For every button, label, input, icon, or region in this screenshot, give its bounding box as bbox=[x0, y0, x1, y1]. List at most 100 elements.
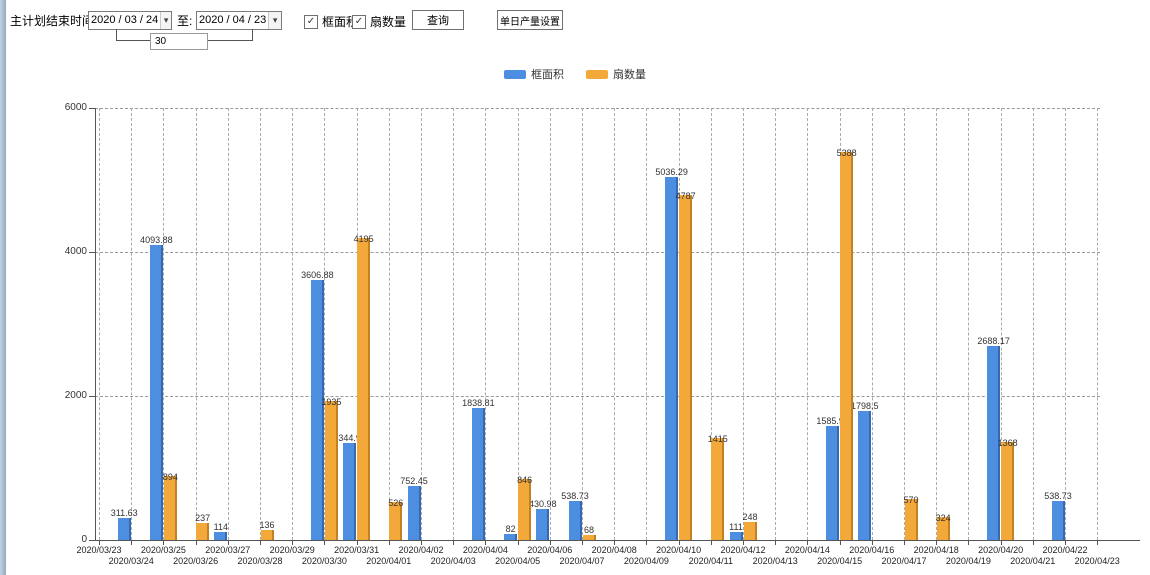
x-axis-tick bbox=[99, 540, 100, 545]
x-axis-tick bbox=[614, 540, 616, 545]
x-tick-label: 2020/04/17 bbox=[881, 556, 927, 566]
x-gridline bbox=[775, 108, 777, 540]
x-axis-tick bbox=[1097, 540, 1099, 545]
y-tick-label: 0 bbox=[81, 534, 87, 545]
x-axis-tick bbox=[936, 540, 938, 545]
bar-value-label: 1415 bbox=[707, 434, 728, 445]
x-axis-tick bbox=[678, 540, 680, 545]
bar-value-label: 538.73 bbox=[561, 491, 589, 502]
x-gridline bbox=[968, 108, 970, 540]
x-tick-label: 2020/04/01 bbox=[366, 556, 412, 566]
x-tick-label: 2020/04/19 bbox=[945, 556, 991, 566]
daily-output-settings-button[interactable]: 单日产量设置 bbox=[497, 10, 563, 30]
x-axis-tick bbox=[421, 540, 422, 545]
y-tick-label: 2000 bbox=[64, 390, 87, 401]
y-axis-tick bbox=[89, 252, 95, 253]
x-tick-label: 2020/03/23 bbox=[76, 545, 122, 555]
bar-fan-count bbox=[1001, 441, 1015, 540]
x-axis-tick bbox=[968, 540, 970, 545]
y-axis-tick bbox=[89, 540, 95, 541]
x-axis-tick bbox=[775, 540, 777, 545]
legend-label: 框面积 bbox=[531, 69, 564, 81]
query-button[interactable]: 查询 bbox=[412, 10, 464, 30]
frame-area-checkbox[interactable]: ✓ 框面积 bbox=[304, 13, 358, 30]
y-gridline bbox=[95, 396, 1100, 397]
chevron-down-icon[interactable]: ▾ bbox=[160, 12, 171, 29]
fan-count-swatch-icon bbox=[586, 69, 608, 79]
x-axis-tick bbox=[388, 540, 390, 545]
bar-value-label: 68 bbox=[583, 525, 595, 536]
date-from-picker[interactable]: 2020 / 03 / 24 ▾ bbox=[88, 11, 172, 30]
x-tick-label: 2020/03/24 bbox=[108, 556, 154, 566]
y-gridline bbox=[95, 252, 1100, 253]
bar-value-label: 324 bbox=[935, 512, 951, 523]
bar-fan-count bbox=[389, 502, 403, 540]
x-tick-label: 2020/04/05 bbox=[495, 556, 541, 566]
bar-value-label: 430.98 bbox=[529, 498, 557, 509]
x-gridline bbox=[1065, 108, 1066, 540]
bar-frame-area bbox=[858, 410, 872, 540]
bar-value-label: 1344.95 bbox=[333, 433, 366, 444]
bar-value-label: 3606.88 bbox=[301, 270, 334, 281]
x-gridline bbox=[324, 108, 326, 540]
bar-value-label: 1585.96 bbox=[816, 415, 849, 426]
bar-value-label: 4195 bbox=[353, 233, 374, 244]
x-tick-label: 2020/03/25 bbox=[140, 545, 186, 555]
x-gridline bbox=[195, 108, 197, 540]
checkbox-check-icon[interactable]: ✓ bbox=[352, 14, 366, 29]
bar-frame-area bbox=[1051, 501, 1065, 540]
x-gridline bbox=[1000, 108, 1002, 540]
x-tick-label: 2020/04/23 bbox=[1074, 556, 1120, 566]
x-tick-label: 2020/04/21 bbox=[1010, 556, 1056, 566]
connector-line bbox=[202, 40, 253, 41]
x-axis-tick bbox=[710, 540, 712, 545]
bar-fan-count bbox=[840, 152, 854, 540]
bar-value-label: 4787 bbox=[675, 191, 696, 202]
bar-frame-area bbox=[343, 443, 357, 540]
x-axis-tick bbox=[195, 540, 197, 545]
bar-frame-area bbox=[826, 425, 840, 540]
bar-value-label: 846 bbox=[517, 475, 533, 486]
x-tick-label: 2020/03/30 bbox=[301, 556, 347, 566]
x-tick-label: 2020/04/12 bbox=[720, 545, 766, 555]
y-axis-tick bbox=[89, 108, 95, 109]
bar-frame-area bbox=[665, 177, 679, 540]
bar-fan-count bbox=[163, 475, 177, 540]
checkbox-check-icon[interactable]: ✓ bbox=[304, 14, 318, 29]
fan-count-checkbox[interactable]: ✓ 扇数量 bbox=[352, 13, 406, 30]
x-tick-label: 2020/04/18 bbox=[913, 545, 959, 555]
x-gridline bbox=[260, 108, 261, 540]
x-gridline bbox=[582, 108, 583, 540]
bar-value-label: 526 bbox=[388, 498, 404, 509]
x-tick-label: 2020/04/02 bbox=[398, 545, 444, 555]
x-axis-tick bbox=[807, 540, 809, 545]
x-gridline bbox=[614, 108, 616, 540]
bar-fan-count bbox=[936, 516, 950, 540]
x-axis-tick bbox=[453, 540, 455, 545]
bar-frame-area bbox=[568, 501, 582, 540]
x-gridline bbox=[549, 108, 551, 540]
y-axis-tick bbox=[89, 396, 95, 397]
x-axis-tick bbox=[904, 540, 905, 545]
bar-frame-area bbox=[504, 534, 518, 540]
bar-fan-count bbox=[518, 479, 532, 540]
x-tick-label: 2020/04/03 bbox=[430, 556, 476, 566]
y-tick-label: 6000 bbox=[64, 102, 87, 113]
interval-days-input[interactable]: 30 bbox=[150, 33, 208, 50]
x-tick-label: 2020/04/15 bbox=[817, 556, 863, 566]
chevron-down-icon[interactable]: ▾ bbox=[268, 12, 281, 29]
bar-value-label: 1798.5 bbox=[851, 400, 879, 411]
x-tick-label: 2020/04/14 bbox=[784, 545, 830, 555]
bar-frame-area bbox=[536, 508, 550, 540]
x-tick-label: 2020/04/20 bbox=[978, 545, 1024, 555]
bar-fan-count bbox=[196, 522, 210, 540]
x-tick-label: 2020/03/26 bbox=[173, 556, 219, 566]
connector-line bbox=[252, 29, 253, 41]
x-tick-label: 2020/04/06 bbox=[527, 545, 573, 555]
x-gridline bbox=[517, 108, 519, 540]
x-gridline bbox=[227, 108, 229, 540]
bar-value-label: 136 bbox=[259, 520, 275, 531]
date-to-picker[interactable]: 2020 / 04 / 23 ▾ bbox=[196, 11, 282, 30]
bar-fan-count bbox=[904, 498, 918, 540]
bar-value-label: 894 bbox=[162, 471, 178, 482]
